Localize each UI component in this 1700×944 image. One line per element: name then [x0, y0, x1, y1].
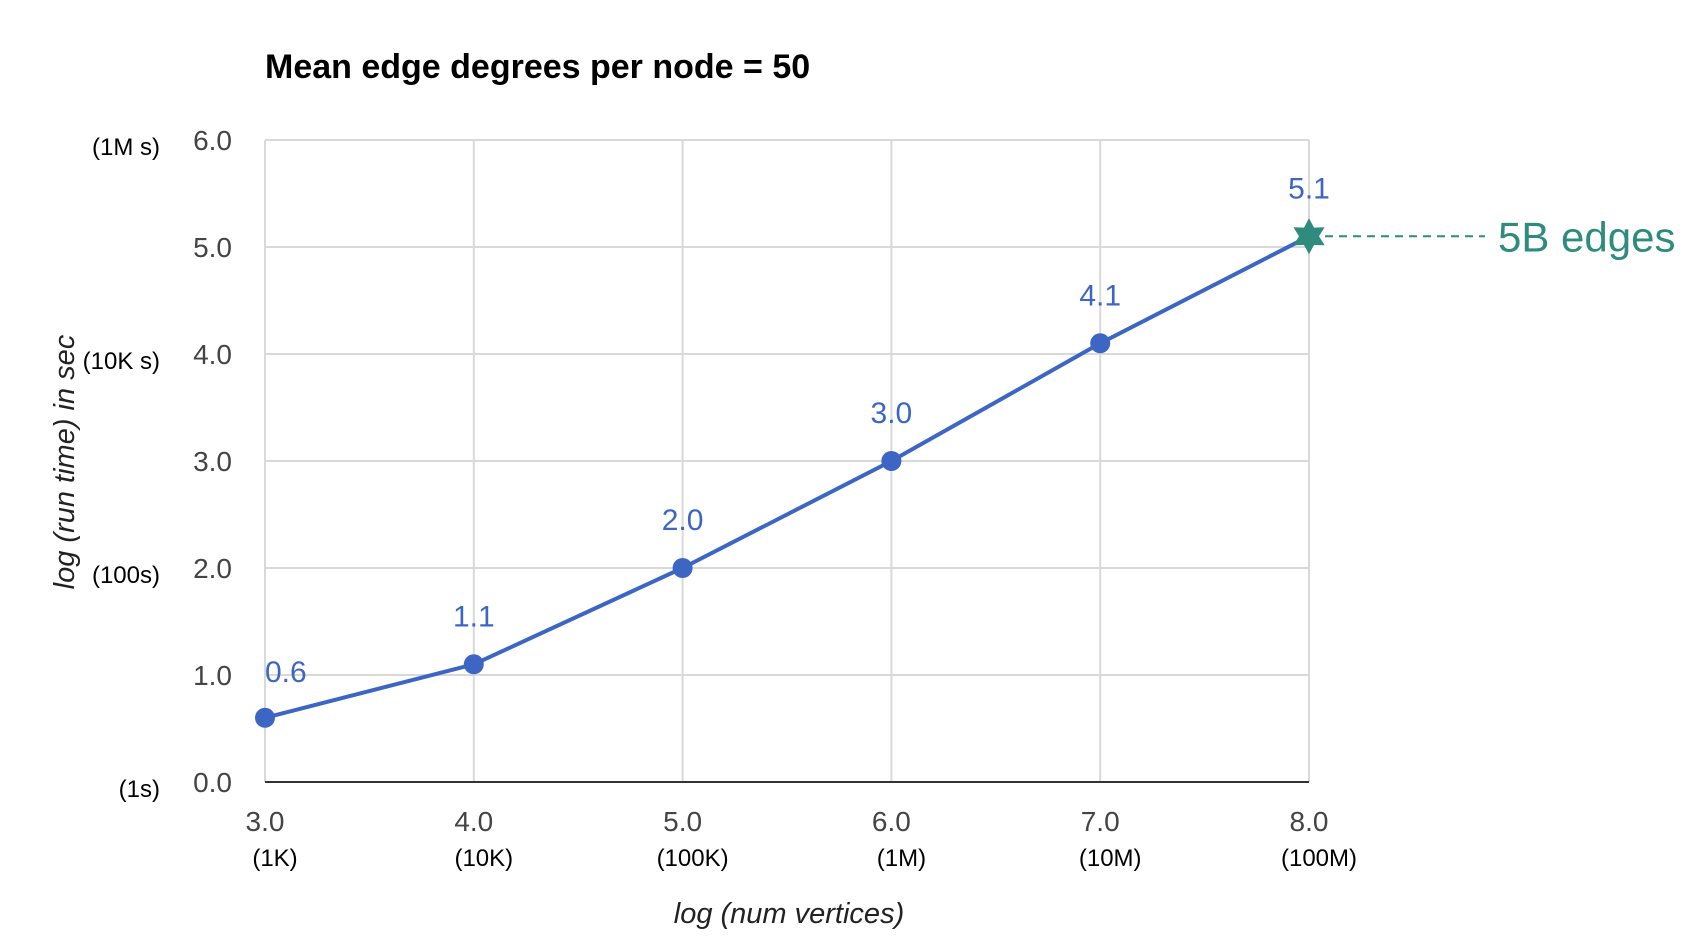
y-tick-label: 5.0 [193, 232, 232, 263]
y-tick-label: 4.0 [193, 339, 232, 370]
x-tick-label: 4.0 [454, 806, 493, 837]
data-label: 5.1 [1288, 172, 1330, 205]
x-tick-label: 7.0 [1081, 806, 1120, 837]
y-tick-label: 3.0 [193, 446, 232, 477]
data-label: 2.0 [662, 504, 704, 537]
x-axis-title: log (num vertices) [674, 898, 904, 930]
data-label: 1.1 [453, 600, 495, 633]
data-point[interactable] [881, 451, 902, 471]
grid-lines [264, 139, 1310, 783]
data-label: 4.1 [1079, 279, 1121, 312]
x-tick-sublabel: (10K) [454, 845, 513, 872]
data-point[interactable] [1090, 333, 1111, 354]
series-group: 0.6 1.1 2.0 3.0 4.1 5.1 [255, 172, 1330, 728]
data-label: 0.6 [265, 656, 307, 689]
y-tick-label: 1.0 [193, 660, 232, 691]
x-tick-label: 6.0 [872, 806, 911, 837]
data-label: 3.0 [871, 397, 913, 430]
x-tick-sublabel: (1M) [877, 845, 926, 872]
y-tick-label: 0.0 [193, 767, 232, 798]
x-axis-ticks: 3.0 (1K) 4.0 (10K) 5.0 (100K) 6.0 (1M) 7.0 (10M) 8… [246, 806, 1357, 872]
y-tick-label: 6.0 [193, 125, 232, 156]
y-unit-label: (10K s) [83, 348, 160, 375]
annotation-text: 5B edges [1498, 213, 1675, 260]
data-point[interactable] [463, 654, 484, 675]
x-tick-label: 8.0 [1290, 806, 1329, 837]
x-tick-sublabel: (100M) [1281, 845, 1357, 872]
x-tick-sublabel: (100K) [657, 845, 729, 872]
y-unit-label: (1M s) [92, 134, 160, 161]
y-axis-ticks: 0.0 1.0 2.0 3.0 4.0 5.0 6.0 [193, 125, 232, 798]
series-line [264, 234, 1310, 720]
x-tick-sublabel: (10M) [1079, 845, 1142, 872]
y-axis-extra-labels: (1s) (100s) (10K s) (1M s) [83, 134, 160, 803]
data-point[interactable] [672, 558, 693, 578]
annotation-group: 5B edges [1293, 213, 1675, 260]
x-tick-label: 3.0 [246, 806, 285, 837]
y-tick-label: 2.0 [193, 553, 232, 584]
y-axis-title: log (run time) in sec [49, 334, 81, 589]
data-point[interactable] [255, 707, 275, 728]
chart-title: Mean edge degrees per node = 50 [265, 48, 810, 86]
x-tick-label: 5.0 [663, 806, 702, 837]
y-unit-label: (100s) [92, 562, 160, 589]
star-icon[interactable] [1293, 218, 1325, 255]
y-unit-label: (1s) [119, 776, 160, 803]
x-tick-sublabel: (1K) [252, 845, 297, 872]
